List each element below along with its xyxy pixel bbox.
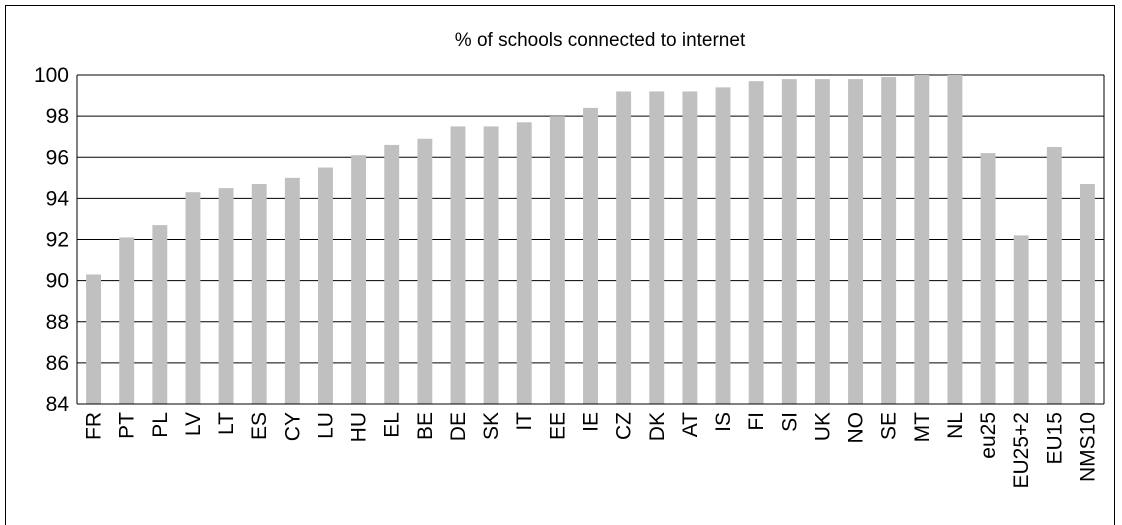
y-tick-label: 84	[46, 393, 70, 416]
bar-fr	[86, 274, 102, 404]
bar-ee	[549, 116, 565, 404]
x-tick-label: EU15	[1043, 412, 1066, 465]
bar-no	[848, 79, 863, 405]
bar-eu25	[980, 153, 996, 404]
y-tick-label: 94	[46, 187, 70, 210]
y-tick-label: 90	[46, 270, 69, 293]
x-tick-label: NL	[944, 412, 967, 439]
bar-el	[384, 144, 400, 404]
x-tick-label: LV	[182, 412, 205, 436]
x-tick-label: NO	[845, 412, 868, 444]
x-tick-label: SE	[878, 412, 901, 440]
x-tick-label: SK	[480, 412, 503, 440]
y-tick-label: 88	[46, 311, 69, 334]
bar-at	[682, 91, 698, 404]
x-tick-label: FR	[83, 412, 106, 440]
bar-pl	[152, 225, 168, 404]
bar-de	[450, 126, 466, 404]
x-tick-label: IT	[513, 412, 536, 431]
x-tick-label: FI	[745, 412, 768, 431]
bar-eu15	[1046, 146, 1062, 404]
chart-title: % of schools connected to internet	[455, 30, 746, 51]
bar-pt	[119, 237, 135, 404]
bar-lv	[185, 192, 201, 404]
x-tick-label: HU	[348, 412, 371, 442]
bar-cz	[616, 91, 632, 404]
x-tick-label: BE	[414, 412, 437, 440]
bar-lt	[218, 188, 234, 404]
y-tick-label: 92	[46, 229, 69, 252]
bar-fi	[748, 81, 764, 404]
axes	[76, 75, 1105, 405]
bar-nms10	[1079, 183, 1095, 404]
x-tick-label: eu25	[977, 412, 1000, 459]
x-tick-label: IS	[712, 412, 735, 432]
bar-uk	[814, 79, 830, 405]
bar-es	[251, 183, 267, 404]
x-tick-label: LT	[215, 412, 238, 435]
bar-mt	[914, 75, 930, 404]
bar-si	[781, 79, 797, 405]
y-tick-label: 96	[46, 146, 69, 169]
bar-be	[417, 138, 433, 404]
x-tick-label: IE	[580, 412, 603, 432]
x-tick-label: LU	[314, 412, 337, 439]
x-tick-label: ES	[248, 412, 271, 440]
x-tick-label: CZ	[613, 412, 636, 440]
bar-ie	[583, 107, 598, 405]
y-tick-label: 86	[46, 352, 69, 375]
bar-se	[881, 77, 897, 405]
x-tick-label: NMS10	[1076, 412, 1099, 482]
x-tick-label: EU25+2	[1010, 412, 1033, 488]
y-tick-label: 98	[46, 105, 69, 128]
chart-frame	[5, 5, 1115, 525]
y-tick-labels: 84 86 88 90 92 94 96 98 100	[34, 64, 69, 416]
bars	[86, 75, 1095, 405]
x-tick-label: AT	[679, 412, 702, 437]
bar-nl	[947, 75, 963, 404]
bar-hu	[351, 155, 367, 404]
x-tick-label: MT	[911, 412, 934, 442]
bar-is	[715, 87, 731, 405]
x-tick-label: DE	[447, 412, 470, 441]
x-tick-label: EE	[546, 412, 569, 440]
x-tick-label: CY	[281, 412, 304, 441]
x-tick-label: SI	[778, 412, 801, 432]
y-tick-label: 100	[34, 64, 69, 87]
x-tick-label: PT	[116, 412, 139, 439]
x-tick-label: UK	[811, 412, 834, 441]
bar-dk	[649, 91, 665, 404]
bar-eu252	[1013, 235, 1029, 404]
x-tick-labels: FR PT PL LV LT ES CY LU HU EL BE DE SK IT EE IE CZ DK AT IS…	[83, 412, 1100, 489]
bar-it	[516, 122, 532, 404]
x-tick-label: DK	[646, 412, 669, 441]
x-tick-label: PL	[149, 412, 172, 438]
bar-cy	[284, 177, 300, 404]
bar-sk	[483, 126, 499, 404]
x-tick-label: EL	[381, 412, 404, 438]
bar-lu	[318, 167, 333, 404]
